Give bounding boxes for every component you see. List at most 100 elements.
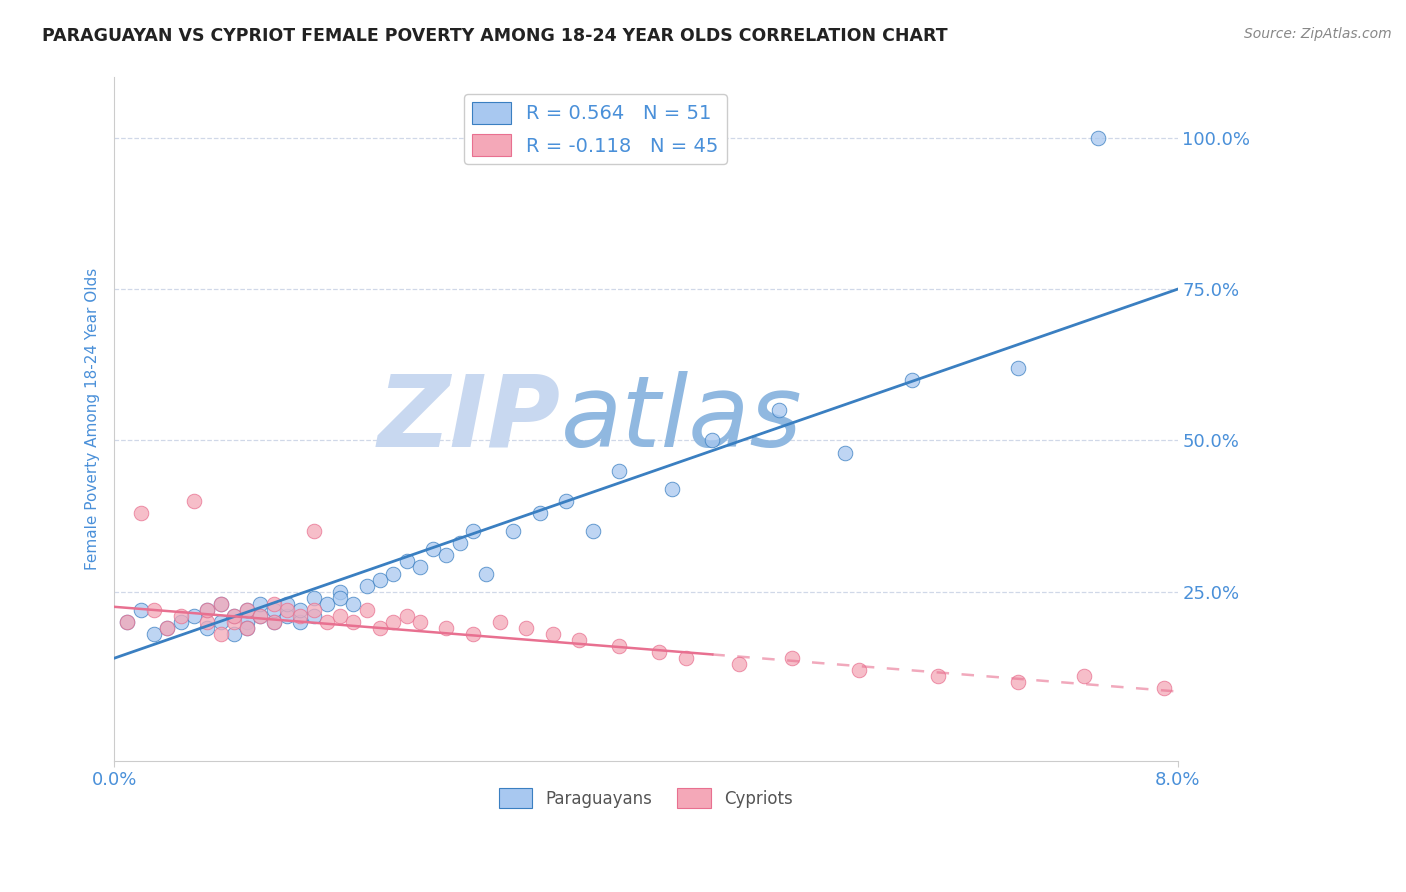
Point	[236, 615, 259, 629]
Point	[263, 615, 285, 629]
Point	[368, 573, 391, 587]
Point	[276, 597, 298, 611]
Point	[290, 615, 312, 629]
Text: ZIP: ZIP	[378, 371, 561, 467]
Point	[209, 627, 232, 641]
Point	[222, 627, 245, 641]
Point	[249, 608, 271, 623]
Point	[1087, 131, 1109, 145]
Point	[356, 603, 378, 617]
Point	[342, 615, 364, 629]
Point	[382, 566, 405, 581]
Point	[422, 542, 444, 557]
Point	[768, 403, 790, 417]
Point	[702, 434, 724, 448]
Point	[169, 608, 191, 623]
Point	[302, 603, 325, 617]
Point	[249, 597, 271, 611]
Point	[263, 597, 285, 611]
Point	[1153, 681, 1175, 696]
Point	[129, 506, 152, 520]
Point	[1007, 675, 1029, 690]
Point	[183, 608, 205, 623]
Point	[382, 615, 405, 629]
Point	[409, 615, 432, 629]
Point	[315, 615, 337, 629]
Point	[582, 524, 605, 538]
Point	[356, 579, 378, 593]
Point	[143, 603, 166, 617]
Point	[222, 608, 245, 623]
Point	[329, 608, 352, 623]
Point	[290, 603, 312, 617]
Y-axis label: Female Poverty Among 18-24 Year Olds: Female Poverty Among 18-24 Year Olds	[86, 268, 100, 570]
Point	[1007, 360, 1029, 375]
Point	[436, 549, 458, 563]
Point	[222, 608, 245, 623]
Point	[302, 591, 325, 605]
Point	[834, 445, 856, 459]
Point	[236, 603, 259, 617]
Point	[209, 597, 232, 611]
Point	[209, 597, 232, 611]
Point	[156, 621, 179, 635]
Point	[195, 603, 218, 617]
Point	[329, 591, 352, 605]
Point	[461, 524, 484, 538]
Point	[195, 615, 218, 629]
Point	[488, 615, 510, 629]
Point	[290, 608, 312, 623]
Point	[1073, 669, 1095, 683]
Point	[302, 524, 325, 538]
Point	[409, 560, 432, 574]
Point	[555, 494, 578, 508]
Text: Source: ZipAtlas.com: Source: ZipAtlas.com	[1244, 27, 1392, 41]
Point	[117, 615, 139, 629]
Point	[329, 584, 352, 599]
Point	[515, 621, 537, 635]
Point	[302, 608, 325, 623]
Point	[927, 669, 949, 683]
Point	[276, 608, 298, 623]
Point	[276, 603, 298, 617]
Point	[195, 621, 218, 635]
Text: PARAGUAYAN VS CYPRIOT FEMALE POVERTY AMONG 18-24 YEAR OLDS CORRELATION CHART: PARAGUAYAN VS CYPRIOT FEMALE POVERTY AMO…	[42, 27, 948, 45]
Point	[436, 621, 458, 635]
Text: atlas: atlas	[561, 371, 803, 467]
Point	[461, 627, 484, 641]
Point	[209, 615, 232, 629]
Point	[249, 608, 271, 623]
Point	[236, 621, 259, 635]
Point	[541, 627, 564, 641]
Point	[675, 651, 697, 665]
Point	[648, 645, 671, 659]
Point	[728, 657, 751, 672]
Point	[222, 615, 245, 629]
Point	[315, 597, 337, 611]
Point	[143, 627, 166, 641]
Point	[263, 603, 285, 617]
Point	[169, 615, 191, 629]
Point	[395, 554, 418, 568]
Point	[183, 494, 205, 508]
Point	[236, 603, 259, 617]
Point	[502, 524, 524, 538]
Point	[263, 615, 285, 629]
Legend: Paraguayans, Cypriots: Paraguayans, Cypriots	[492, 781, 800, 814]
Point	[475, 566, 498, 581]
Point	[661, 482, 683, 496]
Point	[780, 651, 803, 665]
Point	[117, 615, 139, 629]
Point	[236, 621, 259, 635]
Point	[195, 603, 218, 617]
Point	[900, 373, 922, 387]
Point	[568, 633, 591, 648]
Point	[395, 608, 418, 623]
Point	[607, 464, 630, 478]
Point	[848, 663, 870, 677]
Point	[529, 506, 551, 520]
Point	[129, 603, 152, 617]
Point	[156, 621, 179, 635]
Point	[607, 639, 630, 653]
Point	[368, 621, 391, 635]
